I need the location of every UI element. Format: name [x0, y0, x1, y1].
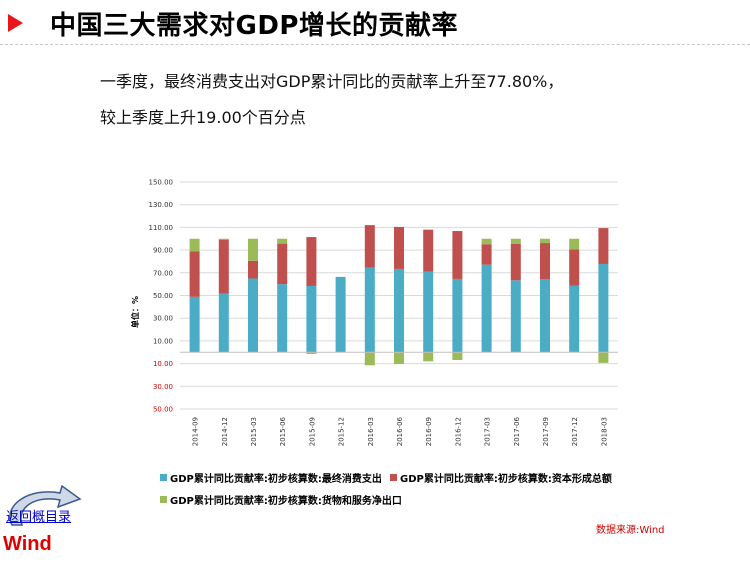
bar-consumption — [423, 271, 434, 353]
x-tick-label: 2014-12 — [221, 417, 229, 446]
y-tick-label: 150.00 — [149, 179, 174, 187]
bar-net-exports — [452, 352, 463, 360]
x-tick-label: 2017-03 — [484, 417, 492, 446]
bar-capital — [540, 243, 550, 280]
summary-line-1: 一季度，最终消费支出对GDP累计同比的贡献率上升至77.80%， — [100, 72, 564, 91]
y-tick-label: 50.00 — [153, 292, 173, 300]
x-tick-label: 2015-03 — [250, 417, 258, 446]
legend-item-capital: GDP累计同比贡献率:初步核算数:资本形成总额 — [390, 470, 612, 485]
y-tick-label: 30.00 — [153, 383, 173, 391]
bar-consumption — [569, 285, 580, 353]
title-arrow-icon — [8, 14, 23, 32]
y-tick-label: 70.00 — [153, 269, 173, 277]
return-arrow-icon — [9, 485, 82, 526]
y-tick-label: 30.00 — [153, 315, 173, 323]
bar-consumption — [540, 279, 550, 353]
bar-consumption — [481, 264, 492, 353]
bar-consumption — [394, 268, 404, 353]
summary-line-2: 较上季度上升19.00个百分点 — [100, 108, 306, 127]
y-tick-label: 10.00 — [153, 337, 173, 345]
wind-logo: Wind — [3, 533, 52, 555]
data-source: 数据来源:Wind — [596, 525, 665, 536]
bar-consumption — [248, 278, 258, 353]
bar-net-exports — [569, 238, 580, 250]
back-to-index-link[interactable]: 返回概目录 — [6, 510, 72, 525]
x-tick-label: 2015-12 — [338, 417, 346, 446]
x-tick-label: 2016-03 — [367, 417, 375, 446]
bar-capital — [277, 243, 288, 285]
bar-net-exports — [306, 352, 317, 354]
bar-net-exports — [481, 238, 492, 245]
bar-capital — [189, 251, 200, 297]
x-tick-label: 2018-03 — [600, 417, 608, 446]
bar-net-exports — [394, 352, 404, 365]
legend-label-consumption: GDP累计同比贡献率:初步核算数:最终消费支出 — [170, 474, 382, 485]
legend-swatch-consumption — [160, 474, 167, 481]
bar-consumption — [218, 293, 229, 353]
bar-consumption — [189, 296, 200, 353]
bar-consumption — [335, 276, 346, 353]
bar-capital — [510, 243, 521, 281]
bar-capital — [364, 225, 375, 268]
bar-consumption — [306, 285, 317, 353]
legend-item-consumption: GDP累计同比贡献率:初步核算数:最终消费支出 — [160, 470, 382, 485]
bar-capital — [598, 228, 609, 264]
bar-net-exports — [598, 352, 609, 363]
bar-consumption — [364, 267, 375, 353]
y-tick-label: 10.00 — [153, 360, 173, 368]
bar-consumption — [598, 263, 609, 353]
bar-net-exports — [277, 238, 288, 244]
x-tick-label: 2015-06 — [279, 416, 287, 446]
x-tick-label: 2016-09 — [425, 417, 433, 446]
bar-consumption — [452, 278, 463, 353]
x-tick-label: 2014-09 — [192, 417, 200, 446]
legend-swatch-capital — [390, 474, 397, 481]
y-tick-label: 90.00 — [153, 247, 173, 255]
y-tick-label: 50.00 — [153, 406, 173, 414]
bar-capital — [481, 244, 492, 265]
x-tick-label: 2015-09 — [308, 417, 316, 446]
bar-consumption — [277, 284, 288, 353]
bar-net-exports — [510, 238, 521, 244]
x-tick-label: 2017-09 — [542, 417, 550, 446]
bar-net-exports — [364, 352, 375, 366]
bar-capital — [452, 231, 463, 279]
bar-capital — [394, 226, 404, 269]
bar-net-exports — [423, 352, 434, 362]
y-axis-label: 单位：% — [130, 296, 140, 328]
page-title: 中国三大需求对GDP增长的贡献率 — [50, 11, 458, 41]
bar-net-exports — [540, 238, 550, 244]
bar-capital — [248, 260, 258, 279]
bar-net-exports — [218, 238, 229, 240]
y-tick-label: 110.00 — [149, 224, 174, 232]
x-tick-label: 2017-06 — [513, 416, 521, 446]
bar-capital — [218, 239, 229, 294]
legend-swatch-net-exports — [160, 496, 167, 503]
x-tick-label: 2016-06 — [396, 416, 404, 446]
x-tick-label: 2017-12 — [571, 417, 579, 446]
title-divider — [0, 44, 750, 45]
bar-capital — [569, 249, 580, 286]
legend-item-net-exports: GDP累计同比贡献率:初步核算数:货物和服务净出口 — [160, 492, 402, 507]
y-tick-label: 130.00 — [149, 201, 174, 209]
bar-capital — [423, 229, 434, 272]
legend-label-net-exports: GDP累计同比贡献率:初步核算数:货物和服务净出口 — [170, 496, 402, 507]
bar-net-exports — [189, 238, 200, 252]
bar-net-exports — [248, 238, 258, 261]
bar-capital — [306, 237, 317, 286]
x-tick-label: 2016-12 — [454, 417, 462, 446]
bar-consumption — [510, 280, 521, 353]
legend-label-capital: GDP累计同比贡献率:初步核算数:资本形成总额 — [400, 474, 612, 485]
